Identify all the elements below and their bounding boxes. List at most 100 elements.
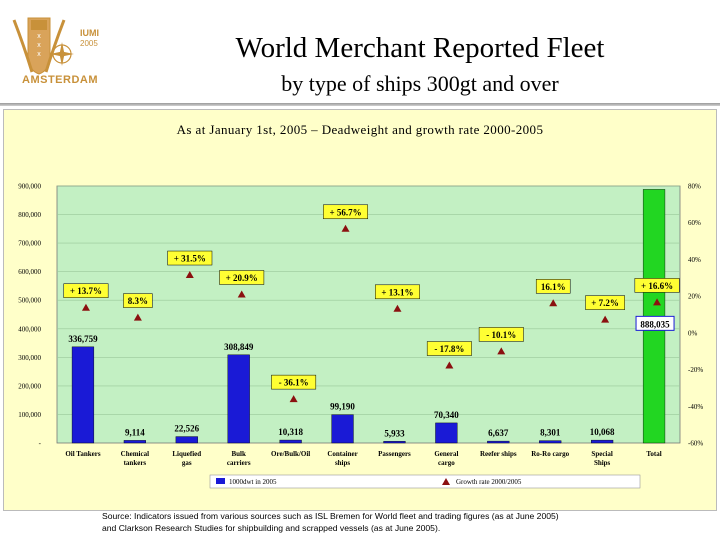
growth-label: 8.3% [128, 296, 148, 306]
x-axis-category-label: Total [646, 450, 661, 458]
growth-marker [445, 361, 454, 369]
bar-value-label: 6,637 [488, 428, 509, 438]
legend-swatch-growth [442, 478, 450, 485]
x-axis-category-label: Passengers [378, 450, 411, 458]
right-axis-tick-label: 60% [688, 219, 701, 227]
growth-marker [237, 290, 246, 298]
right-axis-tick-label: 20% [688, 293, 701, 301]
growth-label: - 36.1% [279, 378, 309, 388]
bar-value-label: 308,849 [224, 342, 254, 352]
left-axis-tick-label: 500,000 [18, 297, 41, 305]
growth-label: + 56.7% [329, 207, 361, 217]
bar [539, 440, 562, 444]
bar [71, 346, 95, 444]
svg-text:x: x [37, 42, 41, 49]
growth-label-box [634, 278, 680, 293]
x-axis-category-label: ships [335, 459, 350, 467]
growth-label-box [535, 279, 571, 294]
x-axis-category-label: Reefer ships [480, 450, 517, 458]
bar-value-label: 8,301 [540, 428, 561, 438]
left-axis-tick-label: 900,000 [18, 183, 41, 191]
growth-label: - 10.1% [486, 330, 516, 340]
left-axis-tick-label: - [39, 440, 42, 448]
bar-value-label: 888,035 [640, 319, 670, 329]
growth-marker [289, 395, 298, 403]
left-axis-tick-label: 600,000 [18, 268, 41, 276]
growth-label-box [375, 284, 420, 300]
growth-marker [393, 304, 402, 312]
growth-label: + 13.7% [70, 286, 102, 296]
growth-marker [653, 298, 662, 306]
legend-box [209, 474, 641, 489]
bar-value-label-box [635, 315, 675, 331]
growth-marker [81, 303, 90, 311]
right-axis-tick-label: -40% [688, 403, 703, 411]
x-axis-category-label: cargo [438, 459, 455, 467]
left-axis-tick-label: 300,000 [18, 354, 41, 362]
growth-label: + 7.2% [591, 298, 619, 308]
x-axis-category-label: Oil Tankers [65, 450, 100, 458]
growth-label: + 31.5% [174, 254, 206, 264]
left-axis-tick-label: 100,000 [18, 411, 41, 419]
growth-marker [497, 347, 506, 355]
growth-label: - 17.8% [434, 344, 464, 354]
x-axis-category-label: Ore/Bulk/Oil [271, 450, 310, 458]
x-axis-category-label: gas [182, 459, 192, 467]
bar [383, 441, 406, 444]
page-title: World Merchant Reported Fleet [235, 32, 605, 64]
legend-label: 1000dwt in 2005 [229, 478, 277, 486]
bar [279, 439, 302, 444]
bar [331, 414, 354, 444]
growth-marker [185, 271, 194, 279]
right-axis-tick-label: -20% [688, 366, 703, 374]
chart-title: As at January 1st, 2005 – Deadweight and… [176, 122, 544, 137]
bar-value-label: 10,318 [278, 427, 303, 437]
iumi-logo: x x x [12, 17, 74, 75]
growth-label: 16.1% [541, 282, 566, 292]
growth-marker [549, 299, 558, 307]
right-axis-tick-label: 80% [688, 183, 701, 191]
left-axis-tick-label: 200,000 [18, 382, 41, 390]
growth-label: + 20.9% [226, 273, 258, 283]
compass-icon [50, 42, 74, 66]
x-axis-category-label: Container [327, 450, 357, 458]
logo-year: 2005 [80, 39, 98, 48]
header-divider [0, 103, 720, 106]
growth-label-box [63, 283, 109, 298]
growth-label: + 13.1% [381, 287, 413, 297]
right-axis-tick-label: 0% [688, 329, 698, 337]
bar-value-label: 10,068 [590, 427, 615, 437]
bar [591, 439, 614, 444]
growth-label-box [219, 270, 265, 285]
bar-value-label: 99,190 [330, 402, 355, 412]
x-axis-category-label: Ro-Ro cargo [531, 450, 569, 458]
growth-label-box [426, 341, 472, 356]
x-axis-category-label: Ships [594, 459, 611, 467]
growth-label-box [123, 293, 153, 308]
left-axis-tick-label: 700,000 [18, 240, 41, 248]
svg-text:x: x [37, 51, 41, 58]
left-axis-tick-label: 800,000 [18, 211, 41, 219]
growth-label-box [585, 295, 625, 310]
svg-text:x: x [37, 33, 41, 40]
bar [123, 440, 146, 444]
logo-city: AMSTERDAM [22, 74, 98, 86]
growth-label-box [271, 374, 317, 390]
right-axis-tick-label: 40% [688, 256, 701, 264]
right-axis-tick-label: -60% [688, 440, 703, 448]
growth-marker [133, 313, 142, 321]
growth-marker [341, 224, 350, 232]
bar [487, 440, 510, 444]
x-axis-category-label: General [434, 450, 458, 458]
page-subtitle: by type of ships 300gt and over [281, 71, 559, 96]
x-axis-category-label: Chemical [121, 450, 149, 458]
x-axis-category-label: Liquefied [172, 450, 201, 458]
growth-label-box [167, 250, 213, 266]
bar [175, 436, 198, 444]
legend-label: Growth rate 2000/2005 [456, 478, 522, 486]
bar-value-label: 336,759 [68, 334, 98, 344]
bar-value-label: 70,340 [434, 410, 459, 420]
bar-value-label: 5,933 [384, 428, 405, 438]
x-axis-category-label: Bulk [232, 450, 247, 458]
